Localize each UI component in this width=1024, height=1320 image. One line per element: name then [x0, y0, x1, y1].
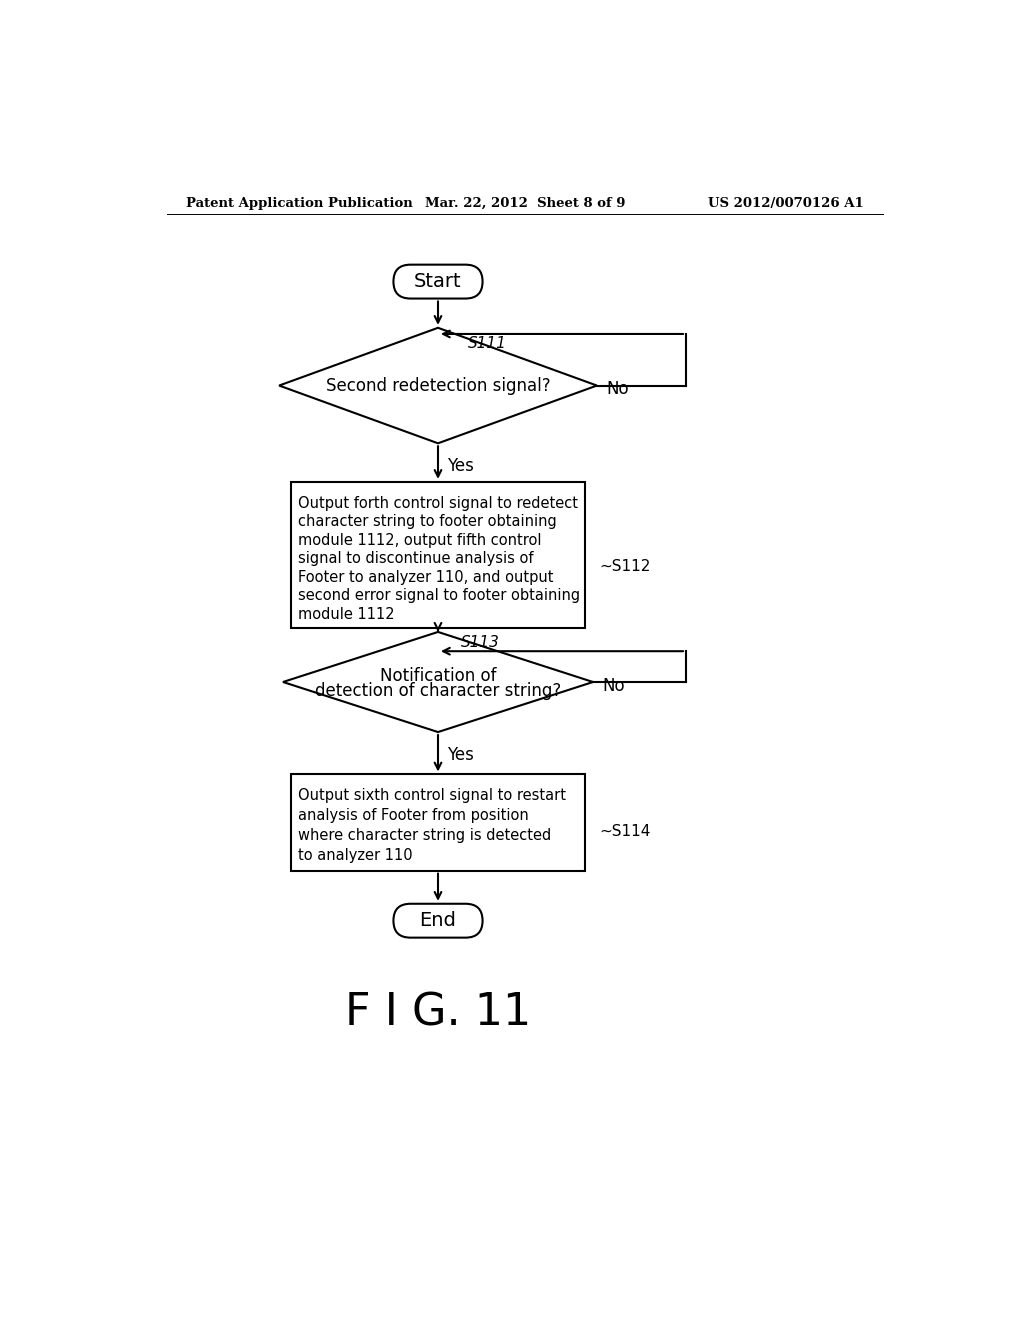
- Text: Footer to analyzer 110, and output: Footer to analyzer 110, and output: [299, 570, 554, 585]
- Text: No: No: [606, 380, 629, 399]
- Text: second error signal to footer obtaining: second error signal to footer obtaining: [299, 589, 581, 603]
- Text: to analyzer 110: to analyzer 110: [299, 849, 413, 863]
- Text: No: No: [602, 677, 625, 694]
- FancyBboxPatch shape: [393, 264, 482, 298]
- Bar: [291, 482, 586, 628]
- Text: ~S112: ~S112: [599, 558, 650, 574]
- Text: Output forth control signal to redetect: Output forth control signal to redetect: [299, 496, 579, 511]
- Text: US 2012/0070126 A1: US 2012/0070126 A1: [709, 197, 864, 210]
- Text: End: End: [420, 911, 457, 931]
- Text: Mar. 22, 2012  Sheet 8 of 9: Mar. 22, 2012 Sheet 8 of 9: [425, 197, 625, 210]
- Text: module 1112, output fifth control: module 1112, output fifth control: [299, 533, 542, 548]
- Text: ~S114: ~S114: [599, 824, 650, 840]
- Text: Notification of: Notification of: [380, 667, 497, 685]
- Text: analysis of Footer from position: analysis of Footer from position: [299, 808, 529, 824]
- Text: S111: S111: [467, 335, 506, 351]
- Text: Second redetection signal?: Second redetection signal?: [326, 376, 550, 395]
- Text: Start: Start: [414, 272, 462, 292]
- FancyBboxPatch shape: [393, 904, 482, 937]
- Text: Output sixth control signal to restart: Output sixth control signal to restart: [299, 788, 566, 804]
- Text: S113: S113: [461, 635, 500, 651]
- Text: detection of character string?: detection of character string?: [314, 682, 561, 700]
- Text: where character string is detected: where character string is detected: [299, 829, 552, 843]
- Text: Patent Application Publication: Patent Application Publication: [186, 197, 413, 210]
- Text: Yes: Yes: [447, 746, 474, 764]
- Bar: [291, 775, 586, 871]
- Text: F I G. 11: F I G. 11: [345, 991, 531, 1035]
- Text: Yes: Yes: [447, 457, 474, 475]
- Text: character string to footer obtaining: character string to footer obtaining: [299, 515, 557, 529]
- Text: signal to discontinue analysis of: signal to discontinue analysis of: [299, 552, 534, 566]
- Text: module 1112: module 1112: [299, 607, 395, 622]
